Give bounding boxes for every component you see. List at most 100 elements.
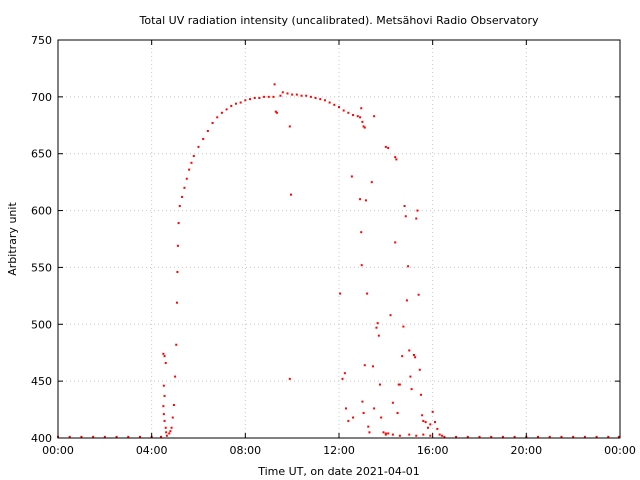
data-point bbox=[537, 435, 540, 438]
y-tick-label: 400 bbox=[31, 432, 52, 445]
data-point bbox=[163, 355, 166, 358]
data-point bbox=[405, 299, 408, 302]
data-point bbox=[387, 147, 390, 150]
y-tick-label: 750 bbox=[31, 34, 52, 47]
data-point bbox=[356, 115, 359, 118]
data-point bbox=[171, 416, 174, 419]
data-point bbox=[185, 177, 188, 180]
data-point bbox=[398, 434, 401, 437]
data-point bbox=[375, 326, 378, 329]
data-point bbox=[373, 407, 376, 410]
data-point bbox=[342, 109, 345, 112]
data-point bbox=[263, 95, 266, 98]
data-point bbox=[384, 145, 387, 148]
data-point bbox=[441, 434, 444, 437]
data-point bbox=[362, 411, 365, 414]
data-point bbox=[560, 435, 563, 438]
data-point bbox=[272, 95, 275, 98]
data-point bbox=[211, 122, 214, 125]
data-point bbox=[115, 435, 118, 438]
data-point bbox=[416, 209, 419, 212]
data-point bbox=[410, 388, 413, 391]
data-point bbox=[216, 116, 219, 119]
data-point bbox=[402, 325, 405, 328]
data-points bbox=[57, 83, 620, 438]
data-point bbox=[288, 377, 291, 380]
data-point bbox=[230, 104, 233, 107]
data-point bbox=[138, 435, 141, 438]
data-point bbox=[244, 99, 247, 102]
data-point bbox=[513, 435, 516, 438]
data-point bbox=[347, 419, 350, 422]
data-point bbox=[174, 375, 177, 378]
data-point bbox=[421, 414, 424, 417]
data-point bbox=[338, 106, 340, 109]
data-point bbox=[455, 435, 458, 438]
data-point bbox=[438, 433, 441, 436]
data-point bbox=[394, 241, 397, 244]
data-point bbox=[583, 435, 586, 438]
data-point bbox=[253, 96, 256, 99]
data-point bbox=[92, 435, 95, 438]
y-tick-label: 650 bbox=[31, 148, 52, 161]
data-point bbox=[281, 91, 284, 94]
data-point bbox=[466, 435, 469, 438]
data-point bbox=[426, 426, 429, 429]
data-point bbox=[323, 99, 326, 102]
data-point bbox=[163, 419, 166, 422]
data-point bbox=[181, 195, 184, 198]
data-point bbox=[370, 181, 373, 184]
data-point bbox=[68, 435, 71, 438]
data-point bbox=[165, 431, 168, 434]
data-point bbox=[364, 199, 367, 202]
data-point bbox=[339, 292, 342, 295]
data-point bbox=[384, 433, 387, 436]
data-point bbox=[436, 427, 439, 430]
data-point bbox=[359, 116, 362, 119]
data-point bbox=[168, 432, 171, 435]
data-point bbox=[202, 137, 205, 140]
data-point bbox=[389, 314, 392, 317]
data-point bbox=[350, 175, 353, 178]
data-point bbox=[163, 394, 166, 397]
data-point bbox=[360, 264, 363, 267]
x-tick-label: 04:00 bbox=[136, 444, 168, 457]
data-point bbox=[412, 353, 415, 356]
y-tick-label: 700 bbox=[31, 91, 52, 104]
data-point bbox=[183, 186, 186, 189]
data-point bbox=[429, 423, 432, 426]
data-point bbox=[501, 435, 504, 438]
data-point bbox=[434, 421, 437, 424]
data-point bbox=[407, 265, 410, 268]
data-point bbox=[422, 419, 425, 422]
data-point bbox=[258, 96, 261, 99]
data-point bbox=[362, 125, 365, 128]
data-point bbox=[319, 98, 322, 101]
data-point bbox=[398, 383, 401, 386]
data-point bbox=[422, 433, 425, 436]
data-point bbox=[289, 193, 292, 196]
data-point bbox=[162, 352, 165, 355]
data-point bbox=[103, 435, 106, 438]
y-tick-label: 500 bbox=[31, 318, 52, 331]
data-point bbox=[396, 411, 399, 414]
data-point bbox=[376, 322, 379, 325]
data-point bbox=[387, 432, 390, 435]
chart-title: Total UV radiation intensity (uncalibrat… bbox=[139, 14, 539, 27]
data-point bbox=[249, 98, 252, 101]
data-point bbox=[380, 416, 383, 419]
data-point bbox=[341, 377, 344, 380]
data-point bbox=[361, 400, 364, 403]
data-point bbox=[429, 434, 432, 437]
grid-lines bbox=[58, 40, 620, 438]
data-point bbox=[286, 92, 289, 95]
data-point bbox=[371, 365, 374, 368]
data-point bbox=[177, 222, 180, 225]
data-point bbox=[478, 435, 481, 438]
data-point bbox=[352, 416, 355, 419]
x-tick-label: 16:00 bbox=[417, 444, 449, 457]
data-point bbox=[220, 111, 223, 114]
data-point bbox=[343, 372, 346, 375]
data-point bbox=[295, 93, 298, 96]
data-point bbox=[382, 431, 385, 434]
